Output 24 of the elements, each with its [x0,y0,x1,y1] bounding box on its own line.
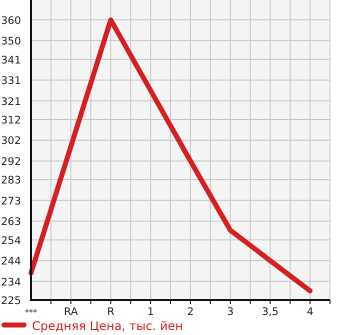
y-tick-label: 360 [1,14,22,27]
x-tick-label: RA [64,306,79,318]
y-tick-label: 321 [1,96,22,108]
y-tick-label: 254 [1,234,22,247]
x-tick-label: 4 [306,306,314,318]
y-tick-label: 234 [1,276,22,288]
y-tick-label: 341 [1,54,22,66]
x-tick-label: 2 [187,306,194,318]
x-tick-label: 3 [226,306,234,318]
y-tick-label: 350 [1,36,22,48]
y-tick-label: 331 [1,75,22,88]
x-tick-label: 3,5 [262,306,279,318]
y-tick-label: 244 [1,256,22,268]
y-tick-label: 312 [1,114,22,126]
x-tick-label: 1 [147,306,154,318]
x-tick-label: *** [25,308,37,317]
y-tick-label: 283 [1,174,22,187]
x-tick-label: R [107,306,114,318]
y-tick-label: 273 [1,195,22,208]
y-tick-label: 292 [1,156,22,168]
legend-label: Средняя Цена, тыс. йен [32,319,184,333]
y-tick-label: 225 [1,295,22,307]
y-tick-label: 263 [1,216,22,228]
y-tick-label: 302 [1,135,22,148]
